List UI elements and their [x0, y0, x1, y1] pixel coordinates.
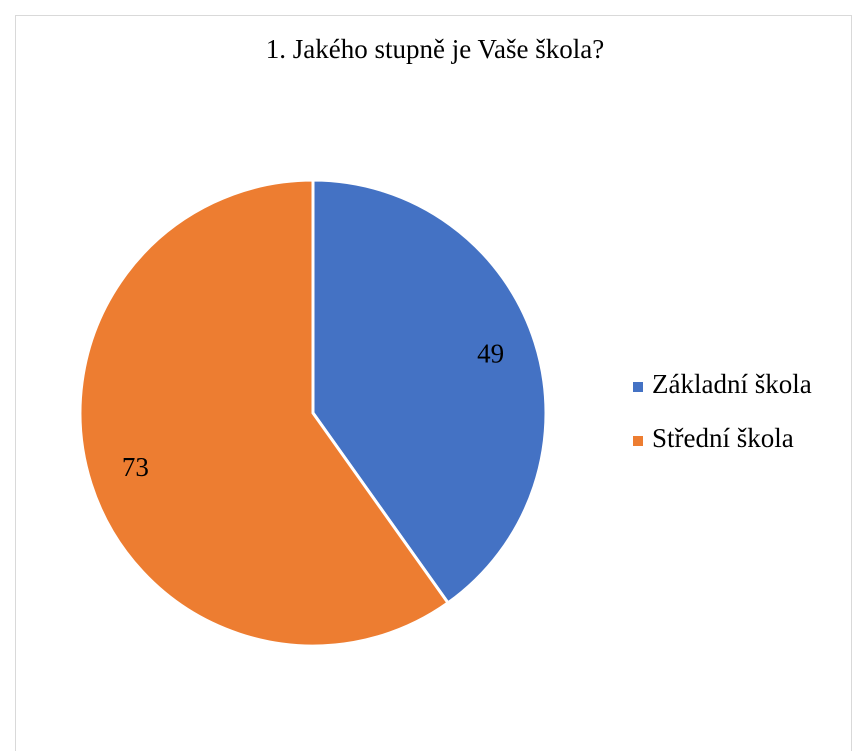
legend-label: Základní škola [652, 369, 812, 399]
legend-swatch [633, 436, 643, 446]
legend-swatch [633, 382, 643, 392]
data-label: 49 [477, 339, 504, 369]
legend-label: Střední škola [652, 423, 794, 453]
pie-slice [311, 178, 548, 605]
pie-slice [78, 178, 451, 648]
chart-title: 1. Jakého stupně je Vaše škola? [266, 34, 604, 64]
data-label: 73 [122, 452, 149, 482]
